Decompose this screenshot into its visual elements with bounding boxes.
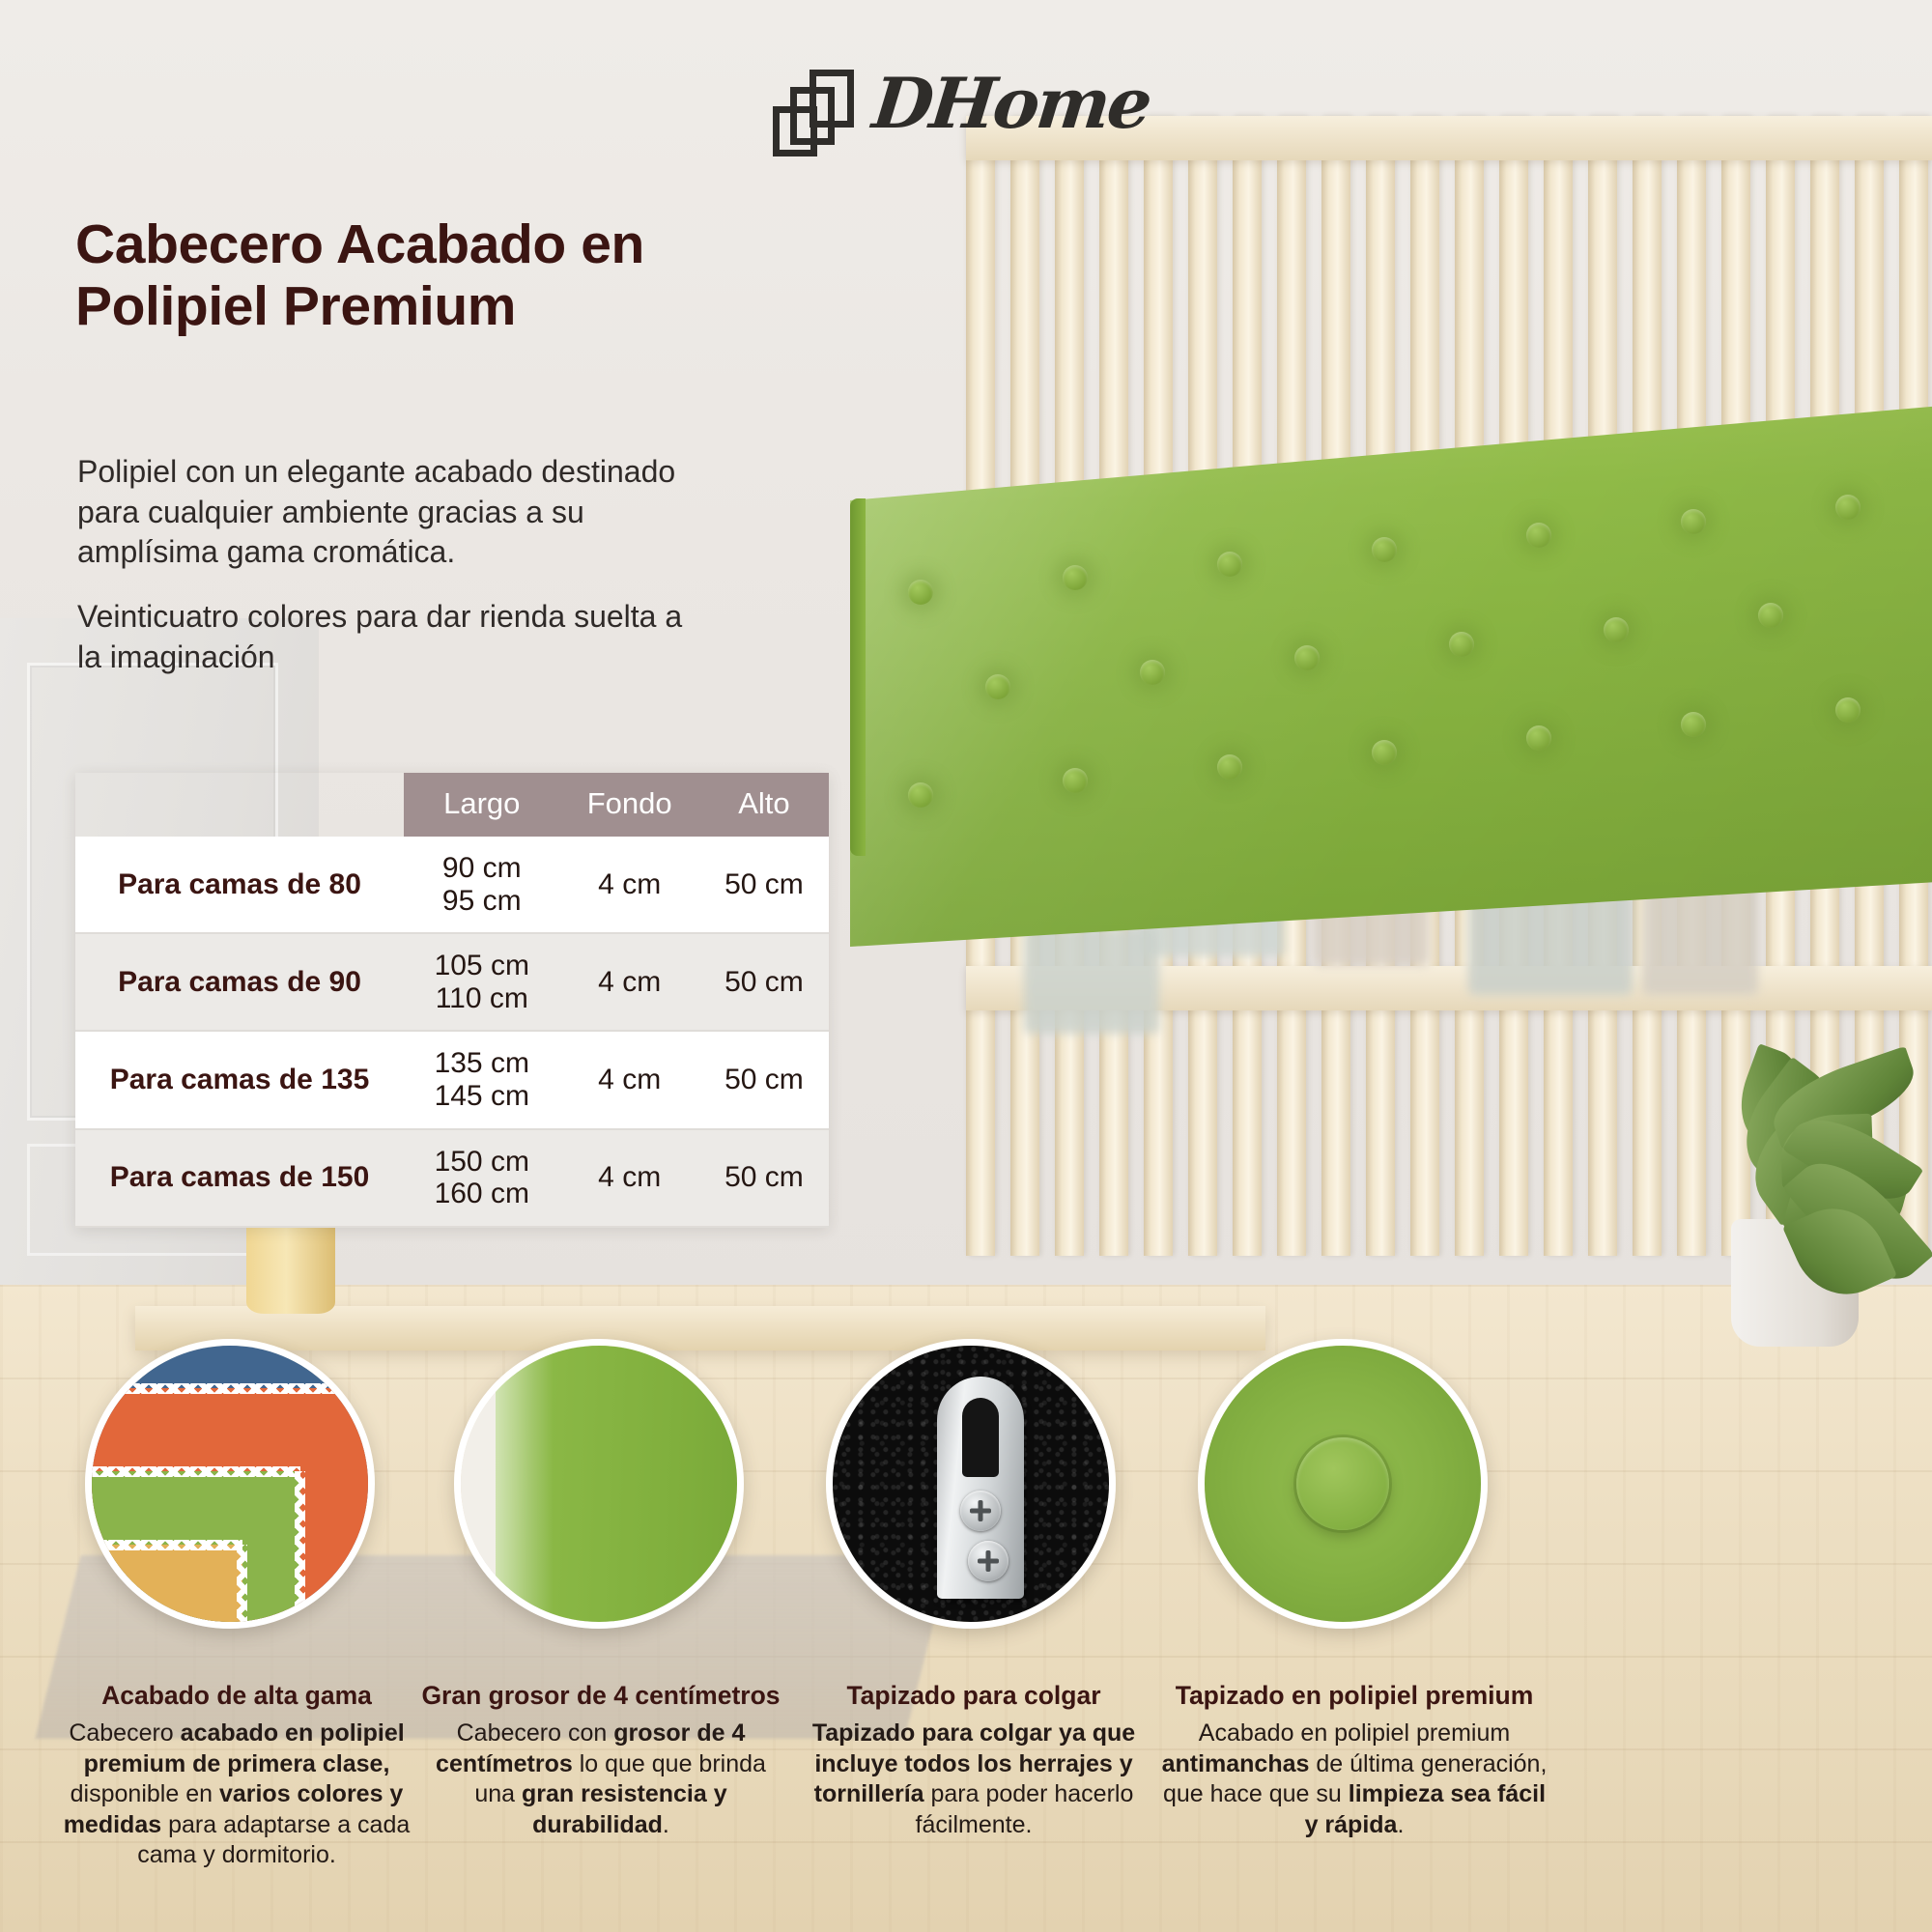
- screw-top: [960, 1491, 1001, 1531]
- cell-alto: 50 cm: [698, 837, 829, 935]
- cell-fondo: 4 cm: [559, 934, 699, 1033]
- intro-paragraph-2: Veinticuatro colores para dar rienda sue…: [77, 599, 683, 674]
- screw-bottom: [968, 1541, 1009, 1581]
- table-row: Para camas de 80 90 cm 95 cm 4 cm 50 cm: [75, 837, 829, 935]
- col-header-largo: Largo: [404, 773, 560, 837]
- table-row: Para camas de 135 135 cm 145 cm 4 cm 50 cm: [75, 1032, 829, 1130]
- tufted-button: [1296, 1437, 1389, 1530]
- table-header-row: Largo Fondo Alto: [75, 773, 829, 837]
- cell-largo: 135 cm 145 cm: [404, 1032, 560, 1130]
- bracket-keyhole-slot: [962, 1398, 999, 1477]
- product-headboard-image: [850, 406, 1932, 947]
- metal-bracket: [937, 1377, 1024, 1599]
- col-header-blank: [75, 773, 404, 837]
- cell-alto: 50 cm: [698, 934, 829, 1033]
- table-header: Largo Fondo Alto: [75, 773, 829, 837]
- cell-alto: 50 cm: [698, 1032, 829, 1130]
- col-header-fondo: Fondo: [559, 773, 699, 837]
- edge-highlight: [496, 1346, 554, 1622]
- feature-title-4: Tapizado en polipiel premium: [1175, 1681, 1534, 1710]
- row-label: Para camas de 135: [75, 1032, 404, 1130]
- headboard-side-edge: [850, 498, 866, 856]
- brand-name: DHome: [868, 62, 1153, 144]
- headboard-edge-thickness-icon: [454, 1339, 744, 1629]
- feature-title-2: Gran grosor de 4 centímetros: [421, 1681, 781, 1710]
- table-row: Para camas de 90 105 cm 110 cm 4 cm 50 cm: [75, 934, 829, 1033]
- table-row: Para camas de 150 150 cm 160 cm 4 cm 50 cm: [75, 1129, 829, 1228]
- feature-caption-4: Tapizado en polipiel premium Acabado en …: [1161, 1681, 1548, 1840]
- col-header-alto: Alto: [698, 773, 829, 837]
- feature-body-2: Cabecero con grosor de 4 centímetros lo …: [436, 1719, 766, 1838]
- feature-body-1: Cabecero acabado en polipiel premium de …: [63, 1719, 411, 1868]
- headboard-panel: [850, 406, 1932, 947]
- upholstery-button-icon: [1198, 1339, 1488, 1629]
- feature-caption-2: Gran grosor de 4 centímetros Cabecero co…: [417, 1681, 784, 1840]
- feature-title-1: Acabado de alta gama: [101, 1681, 372, 1710]
- cell-fondo: 4 cm: [559, 1129, 699, 1228]
- cell-fondo: 4 cm: [559, 1032, 699, 1130]
- dimensions-table: Largo Fondo Alto Para camas de 80 90 cm 95…: [75, 773, 829, 1228]
- brand-logo[interactable]: DHome: [773, 56, 1159, 162]
- cell-largo: 150 cm 160 cm: [404, 1129, 560, 1228]
- row-label: Para camas de 90: [75, 934, 404, 1033]
- console-table: [135, 1306, 1265, 1350]
- feature-icons-row: [0, 1321, 1932, 1689]
- table-body: Para camas de 80 90 cm 95 cm 4 cm 50 cm Para …: [75, 837, 829, 1228]
- logo-squares-icon: [773, 70, 860, 156]
- feature-body-3: Tapizado para colgar ya que incluye todo…: [811, 1719, 1136, 1838]
- row-label: Para camas de 80: [75, 837, 404, 935]
- cell-largo: 90 cm 95 cm: [404, 837, 560, 935]
- page-title: Cabecero Acabado en Polipiel Premium: [75, 213, 644, 337]
- cell-fondo: 4 cm: [559, 837, 699, 935]
- headboard-sheen: [850, 406, 1932, 947]
- swatch-yellow: [92, 1540, 247, 1622]
- cell-largo: 105 cm 110 cm: [404, 934, 560, 1033]
- feature-caption-1: Acabado de alta gama Cabecero acabado en…: [48, 1681, 425, 1871]
- row-label: Para camas de 150: [75, 1129, 404, 1228]
- feature-title-3: Tapizado para colgar: [846, 1681, 1101, 1710]
- intro-paragraph-1: Polipiel con un elegante acabado destina…: [77, 454, 676, 570]
- cell-alto: 50 cm: [698, 1129, 829, 1228]
- feature-caption-3: Tapizado para colgar Tapizado para colga…: [790, 1681, 1157, 1840]
- fabric-swatches-icon: [85, 1339, 375, 1629]
- wall-mount-bracket-icon: [826, 1339, 1116, 1629]
- feature-body-4: Acabado en polipiel premium antimanchas …: [1161, 1719, 1548, 1838]
